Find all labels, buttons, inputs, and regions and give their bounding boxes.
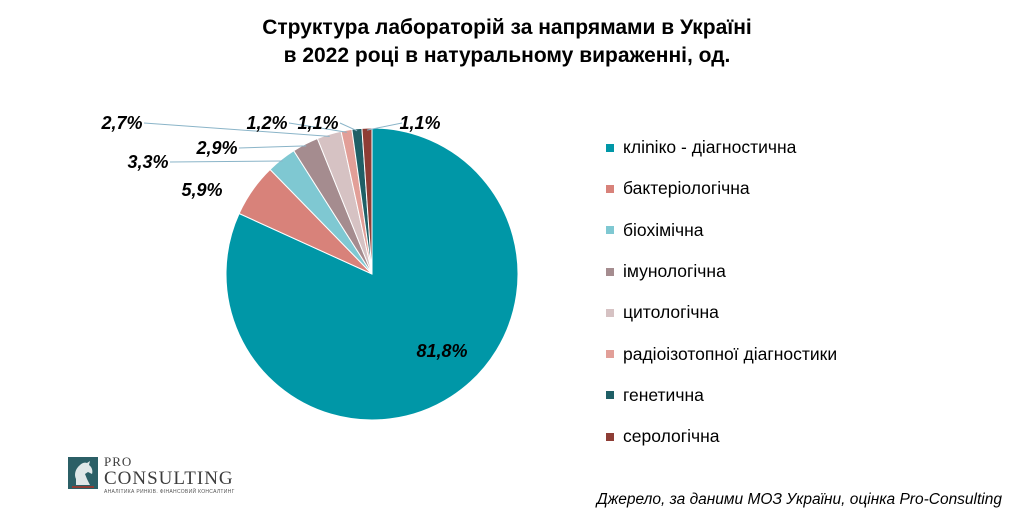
legend-swatch-7 bbox=[606, 391, 614, 400]
chart-title-line-2: в 2022 році в натуральному вираженні, од… bbox=[283, 44, 731, 67]
legend-swatch-8 bbox=[606, 432, 614, 441]
legend-item-3: біохімічна bbox=[606, 210, 936, 251]
leader-line-6 bbox=[288, 122, 347, 133]
leader-line-4 bbox=[238, 145, 307, 149]
legend-label-5: цитологічна bbox=[623, 302, 719, 323]
legend-label-4: імунологічна bbox=[623, 261, 726, 282]
leader-lines bbox=[143, 122, 403, 163]
data-label-1: 81,8% bbox=[416, 341, 467, 361]
legend-swatch-5 bbox=[606, 308, 614, 317]
data-label-7: 1,1% bbox=[297, 113, 338, 133]
legend-item-7: генетична bbox=[606, 375, 936, 416]
chart-title: Структура лабораторій за напрямами в Укр… bbox=[0, 14, 1014, 70]
legend-item-2: бактеріологічна bbox=[606, 168, 936, 209]
legend-item-1: кліniко - діагностична bbox=[606, 127, 936, 168]
logo-consulting-text: CONSULTING bbox=[104, 468, 234, 489]
pro-consulting-logo: PRO CONSULTING АНАЛІТИКА РИНКІВ. ФІНАНСО… bbox=[68, 453, 235, 495]
data-label-5: 2,7% bbox=[100, 113, 142, 133]
pie-slices bbox=[225, 127, 519, 421]
data-labels: 81,8% 5,9% 3,3% 2,9% 2,7% 1,2% 1,1% 1,1% bbox=[100, 113, 467, 361]
chart-title-line-1: Структура лабораторій за напрямами в Укр… bbox=[262, 16, 752, 39]
source-note: Джерело, за даними МОЗ України, оцінка P… bbox=[596, 491, 1002, 508]
legend-swatch-2 bbox=[606, 184, 614, 193]
legend-item-4: імунологічна bbox=[606, 251, 936, 292]
legend-label-7: генетична bbox=[623, 384, 704, 405]
legend-label-3: біохімічна bbox=[623, 219, 704, 240]
data-label-3: 3,3% bbox=[127, 152, 168, 172]
legend-label-2: бактеріологічна bbox=[623, 178, 750, 199]
legend-swatch-1 bbox=[606, 143, 614, 152]
legend-label-1: кліniко - діагностична bbox=[623, 137, 797, 158]
data-label-8: 1,1% bbox=[399, 113, 440, 133]
legend-label-6: радіоізотопної діагностики bbox=[623, 343, 838, 364]
legend-swatch-4 bbox=[606, 267, 614, 276]
legend-label-8: серологічна bbox=[623, 426, 720, 447]
leader-line-7 bbox=[339, 122, 358, 132]
legend-swatch-6 bbox=[606, 350, 614, 359]
leader-line-8 bbox=[366, 122, 403, 131]
legend-item-5: цитологічна bbox=[606, 292, 936, 333]
data-label-4: 2,9% bbox=[195, 138, 237, 158]
legend: кліniко - діагностична бактеріологічна біо… bbox=[606, 127, 936, 457]
legend-swatch-3 bbox=[606, 226, 614, 235]
data-label-2: 5,9% bbox=[181, 180, 222, 200]
logo-tagline: АНАЛІТИКА РИНКІВ. ФІНАНСОВИЙ КОНСАЛТИНГ bbox=[104, 489, 235, 495]
legend-item-6: радіоізотопної діагностики bbox=[606, 333, 936, 374]
logo-pro-text: PRO bbox=[104, 454, 133, 469]
pie-slice-8 bbox=[361, 127, 373, 275]
leader-line-5 bbox=[143, 122, 330, 137]
knight-logo-icon bbox=[68, 457, 98, 489]
legend-item-8: серологічна bbox=[606, 416, 936, 457]
data-label-6: 1,2% bbox=[246, 113, 287, 133]
leader-line-3 bbox=[169, 160, 283, 163]
